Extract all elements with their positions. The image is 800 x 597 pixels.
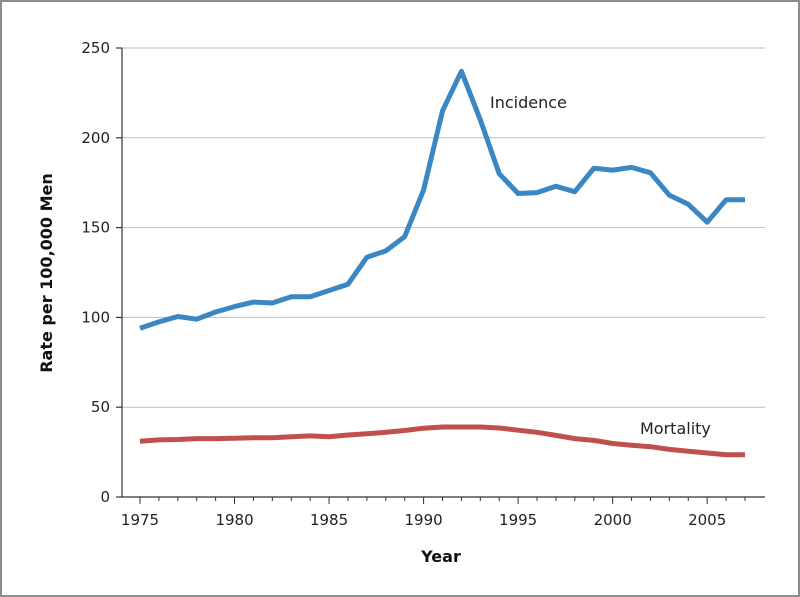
x-tick-label-1985: 1985 (310, 511, 348, 529)
series-labels: Incidence Mortality (490, 93, 711, 438)
x-tick-label-2000: 2000 (594, 511, 632, 529)
x-tick-label-2005: 2005 (688, 511, 726, 529)
x-tick-label-1995: 1995 (499, 511, 537, 529)
y-tick-label-200: 200 (81, 129, 110, 147)
x-tick-label-1980: 1980 (215, 511, 253, 529)
tick-labels: 0 50 100 150 200 250 1975 1980 1985 1990 1995 2000 2… (81, 39, 726, 529)
x-tick-label-1975: 1975 (121, 511, 159, 529)
y-tick-label-50: 50 (91, 398, 110, 416)
series-label-incidence: Incidence (490, 93, 567, 112)
series-line-mortality (139, 424, 745, 458)
x-tick-label-1990: 1990 (405, 511, 443, 529)
series-line-incidence (139, 68, 745, 331)
y-tick-label-100: 100 (81, 308, 110, 326)
y-tick-label-250: 250 (81, 39, 110, 57)
y-axis-title: Rate per 100,000 Men (37, 173, 56, 373)
gridlines (122, 47, 765, 408)
series-label-mortality: Mortality (640, 419, 711, 438)
series-lines (139, 68, 745, 458)
y-tick-label-0: 0 (100, 488, 110, 506)
axes (116, 47, 765, 504)
y-tick-label-150: 150 (81, 219, 110, 237)
x-axis-title: Year (420, 547, 461, 566)
